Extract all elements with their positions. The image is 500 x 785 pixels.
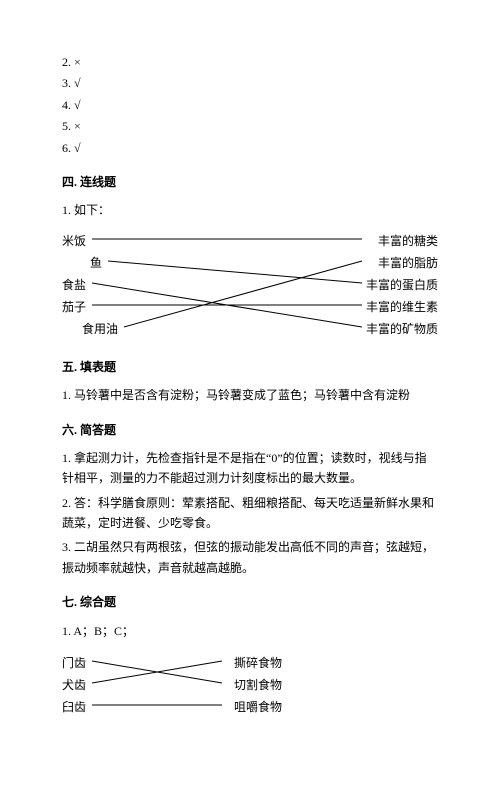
match-right-item: 撕碎食物 (234, 653, 282, 673)
tf-mark: √ (74, 98, 81, 112)
tf-item: 3. √ (62, 73, 438, 93)
tf-num: 2. (62, 55, 71, 69)
match-left-item: 食盐 (62, 275, 86, 295)
tf-mark: √ (74, 76, 81, 90)
tf-num: 4. (62, 98, 71, 112)
tf-num: 5. (62, 119, 71, 133)
tf-item: 4. √ (62, 95, 438, 115)
section-6-title: 六. 简答题 (62, 420, 438, 440)
section-4-q: 1. 如下： (62, 200, 438, 220)
match-left-item: 臼齿 (62, 697, 86, 717)
answer-1: 1. 拿起测力计，先检查指针是不是指在“0”的位置；读数时，视线与指针相平，测量… (62, 448, 438, 489)
section-5-answer: 1. 马铃薯中是否含有淀粉；马铃薯变成了蓝色；马铃薯中含有淀粉 (62, 385, 438, 405)
match-right-item: 丰富的维生素 (366, 297, 438, 317)
section-5-title: 五. 填表题 (62, 357, 438, 377)
tf-item: 2. × (62, 52, 438, 72)
match-left-item: 食用油 (82, 319, 118, 339)
match-right-item: 丰富的蛋白质 (366, 275, 438, 295)
match-left-item: 鱼 (90, 253, 102, 273)
tf-num: 6. (62, 141, 71, 155)
tf-num: 3. (62, 76, 71, 90)
tf-item: 5. × (62, 116, 438, 136)
matching-diagram-2: 门齿犬齿臼齿 撕碎食物切割食物咀嚼食物 (62, 653, 282, 719)
section-7-answer: 1. A；B；C； (62, 621, 438, 641)
match-right-item: 咀嚼食物 (234, 697, 282, 717)
match-left-item: 门齿 (62, 653, 86, 673)
answer-3: 3. 二胡虽然只有两根弦，但弦的振动能发出高低不同的声音；弦越短，振动频率就越快… (62, 537, 438, 578)
match-left-item: 茄子 (62, 297, 86, 317)
section-6-answers: 1. 拿起测力计，先检查指针是不是指在“0”的位置；读数时，视线与指针相平，测量… (62, 448, 438, 578)
match-right-item: 切割食物 (234, 675, 282, 695)
true-false-list: 2. × 3. √ 4. √ 5. × 6. √ (62, 52, 438, 158)
section-7-title: 七. 综合题 (62, 592, 438, 612)
match-left-item: 米饭 (62, 231, 86, 251)
answer-2: 2. 答：科学膳食原则：荤素搭配、粗细粮搭配、每天吃适量新鲜水果和蔬菜，定时进餐… (62, 493, 438, 534)
match-right-item: 丰富的矿物质 (366, 319, 438, 339)
tf-mark: × (74, 119, 81, 133)
match-right-item: 丰富的脂肪 (378, 253, 438, 273)
tf-mark: × (74, 55, 81, 69)
match-left-item: 犬齿 (62, 675, 86, 695)
section-4-title: 四. 连线题 (62, 172, 438, 192)
tf-item: 6. √ (62, 138, 438, 158)
tf-mark: √ (74, 141, 81, 155)
match-right-item: 丰富的糖类 (378, 231, 438, 251)
matching-diagram-1: 米饭鱼食盐茄子食用油 丰富的糖类丰富的脂肪丰富的蛋白质丰富的维生素丰富的矿物质 (62, 231, 438, 343)
